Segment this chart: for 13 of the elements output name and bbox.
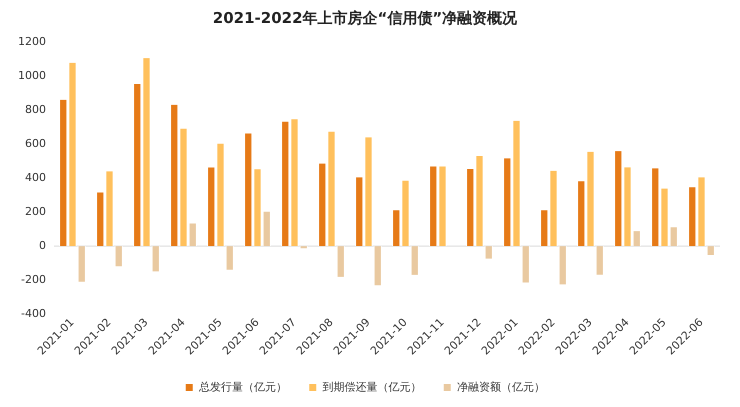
y-tick-label: 600 bbox=[24, 136, 46, 150]
y-tick-label: 800 bbox=[24, 102, 46, 116]
y-tick-label: -400 bbox=[21, 307, 46, 320]
y-tick-label: 1000 bbox=[18, 68, 46, 82]
legend-label: 到期偿还量（亿元） bbox=[322, 380, 422, 394]
y-tick-label: -200 bbox=[21, 273, 46, 286]
legend-label: 净融资额（亿元） bbox=[456, 380, 545, 394]
y-tick-label: 200 bbox=[24, 204, 46, 218]
y-tick-label: 400 bbox=[24, 170, 46, 184]
y-tick-label: 0 bbox=[38, 238, 46, 252]
chart-title: 2021-2022年上市房企“信用债”净融资概况 bbox=[212, 8, 518, 27]
y-tick-label: 1200 bbox=[18, 34, 46, 48]
legend-label: 总发行量（亿元） bbox=[198, 380, 287, 394]
